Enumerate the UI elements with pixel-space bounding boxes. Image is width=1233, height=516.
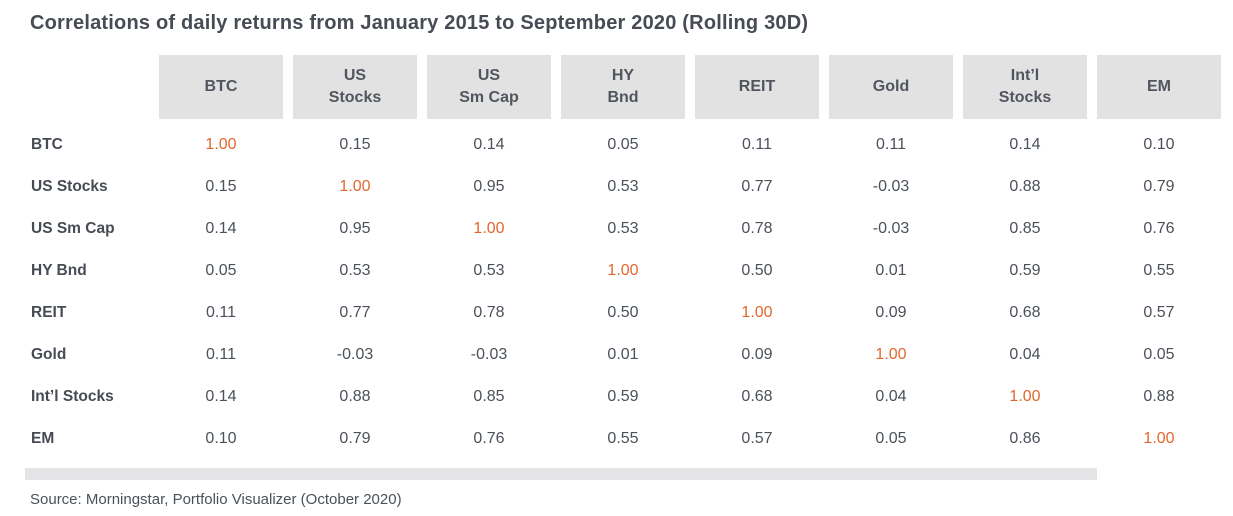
row-header-em: EM [31, 430, 55, 447]
correlation-cell: 0.55 [607, 430, 639, 447]
correlation-cell: 0.09 [875, 304, 907, 321]
correlation-cell: 0.05 [205, 262, 237, 279]
chart-title: Correlations of daily returns from Janua… [30, 12, 809, 34]
correlation-cell: 0.57 [1143, 304, 1175, 321]
correlation-cell: 0.04 [1009, 346, 1041, 363]
correlation-cell: 0.15 [339, 136, 371, 153]
col-header-gold: Gold [829, 55, 953, 119]
col-header-us-sm-cap: US Sm Cap [427, 55, 551, 119]
correlation-cell: 0.14 [205, 220, 237, 237]
correlation-cell: 0.11 [206, 304, 236, 321]
row-header-reit: REIT [31, 304, 67, 321]
correlation-matrix-table: BTC US Stocks US Sm Cap HY Bnd REIT Gold… [20, 55, 1231, 460]
correlation-cell: -0.03 [336, 346, 374, 363]
corner-cell [30, 55, 149, 119]
table-header-row: BTC US Stocks US Sm Cap HY Bnd REIT Gold… [30, 55, 1221, 119]
table-row-hy-bnd: HY Bnd 0.05 0.53 0.53 1.00 0.50 0.01 0.5… [30, 250, 1221, 292]
correlation-cell: 0.88 [339, 388, 371, 405]
correlation-cell: 0.76 [473, 430, 505, 447]
correlation-cell: 0.50 [607, 304, 639, 321]
correlation-cell: 1.00 [473, 220, 505, 237]
correlation-cell: 1.00 [1143, 430, 1175, 447]
correlation-cell: 0.57 [741, 430, 773, 447]
correlation-cell: 0.53 [473, 262, 505, 279]
correlation-cell: 0.59 [1009, 262, 1041, 279]
correlation-cell: 1.00 [607, 262, 639, 279]
correlation-cell: 0.14 [205, 388, 237, 405]
correlation-cell: 0.01 [607, 346, 639, 363]
correlation-cell: 0.59 [607, 388, 639, 405]
correlation-cell: 0.95 [473, 178, 505, 195]
correlation-cell: 0.79 [1143, 178, 1175, 195]
col-header-us-stocks: US Stocks [293, 55, 417, 119]
correlation-cell: 0.15 [205, 178, 237, 195]
correlation-cell: 0.11 [206, 346, 236, 363]
correlation-cell: 0.05 [875, 430, 907, 447]
correlation-cell: 0.77 [741, 178, 773, 195]
correlation-cell: 0.04 [875, 388, 907, 405]
correlation-cell: -0.03 [872, 220, 910, 237]
correlation-figure: Correlations of daily returns from Janua… [0, 12, 1233, 516]
table-row-em: EM 0.10 0.79 0.76 0.55 0.57 0.05 0.86 1.… [30, 418, 1221, 460]
correlation-cell: 0.77 [339, 304, 371, 321]
row-header-btc: BTC [31, 136, 63, 153]
correlation-cell: 0.85 [473, 388, 505, 405]
correlation-cell: 1.00 [339, 178, 371, 195]
correlation-cell: 0.11 [876, 136, 906, 153]
row-header-gold: Gold [31, 346, 67, 363]
correlation-cell: 0.76 [1143, 220, 1175, 237]
row-header-us-stocks: US Stocks [31, 178, 108, 195]
col-header-em: EM [1097, 55, 1221, 119]
footer-divider-bar [25, 468, 1097, 480]
row-header-us-sm-cap: US Sm Cap [31, 220, 115, 237]
correlation-cell: 0.50 [741, 262, 773, 279]
correlation-cell: 0.14 [473, 136, 505, 153]
correlation-cell: 0.88 [1143, 388, 1175, 405]
correlation-cell: 0.85 [1009, 220, 1041, 237]
correlation-cell: 0.09 [741, 346, 773, 363]
correlation-cell: 1.00 [741, 304, 773, 321]
correlation-cell: 0.53 [607, 178, 639, 195]
correlation-cell: 0.53 [607, 220, 639, 237]
table-row-intl-stocks: Int’l Stocks 0.14 0.88 0.85 0.59 0.68 0.… [30, 376, 1221, 418]
correlation-cell: -0.03 [872, 178, 910, 195]
table-row-reit: REIT 0.11 0.77 0.78 0.50 1.00 0.09 0.68 … [30, 292, 1221, 334]
correlation-cell: 0.68 [1009, 304, 1041, 321]
table-row-us-stocks: US Stocks 0.15 1.00 0.95 0.53 0.77 -0.03… [30, 166, 1221, 208]
correlation-cell: -0.03 [470, 346, 508, 363]
correlation-cell: 0.11 [742, 136, 772, 153]
correlation-cell: 0.05 [1143, 346, 1175, 363]
correlation-cell: 0.14 [1009, 136, 1041, 153]
col-header-intl-stocks: Int’l Stocks [963, 55, 1087, 119]
correlation-cell: 0.55 [1143, 262, 1175, 279]
correlation-cell: 0.68 [741, 388, 773, 405]
table-row-us-sm-cap: US Sm Cap 0.14 0.95 1.00 0.53 0.78 -0.03… [30, 208, 1221, 250]
correlation-cell: 1.00 [205, 136, 237, 153]
row-header-hy-bnd: HY Bnd [31, 262, 87, 279]
correlation-cell: 0.86 [1009, 430, 1041, 447]
col-header-reit: REIT [695, 55, 819, 119]
col-header-btc: BTC [159, 55, 283, 119]
correlation-cell: 0.53 [339, 262, 371, 279]
col-header-hy-bnd: HY Bnd [561, 55, 685, 119]
correlation-cell: 0.05 [607, 136, 639, 153]
correlation-cell: 0.79 [339, 430, 371, 447]
correlation-cell: 1.00 [1009, 388, 1041, 405]
table-row-btc: BTC 1.00 0.15 0.14 0.05 0.11 0.11 0.14 0… [30, 119, 1221, 166]
correlation-cell: 0.95 [339, 220, 371, 237]
correlation-cell: 0.10 [1143, 136, 1175, 153]
correlation-cell: 0.78 [741, 220, 773, 237]
correlation-cell: 0.01 [875, 262, 907, 279]
correlation-cell: 0.10 [205, 430, 237, 447]
table-row-gold: Gold 0.11 -0.03 -0.03 0.01 0.09 1.00 0.0… [30, 334, 1221, 376]
correlation-cell: 1.00 [875, 346, 907, 363]
source-note: Source: Morningstar, Portfolio Visualize… [30, 491, 402, 508]
correlation-cell: 0.88 [1009, 178, 1041, 195]
correlation-cell: 0.78 [473, 304, 505, 321]
row-header-intl-stocks: Int’l Stocks [31, 388, 114, 405]
